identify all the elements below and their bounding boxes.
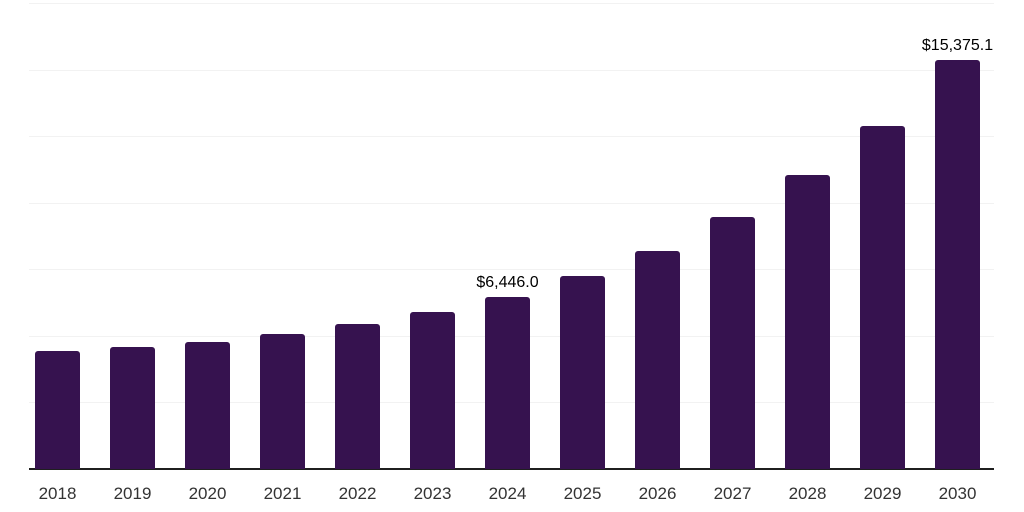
x-tick-label-2029: 2029	[863, 484, 902, 503]
plot-area: $6,446.0 $15,375.1	[29, 3, 994, 470]
x-tick-label-2026: 2026	[638, 484, 677, 503]
x-tick-label-2021: 2021	[263, 484, 302, 503]
x-axis-line	[29, 468, 994, 470]
x-tick-label-2024: 2024	[488, 484, 527, 503]
gridline	[29, 202, 994, 204]
bar-2018	[35, 351, 80, 469]
bar-2026	[635, 251, 680, 469]
bar-2027	[710, 217, 755, 469]
bar-2021	[260, 334, 305, 469]
bar-2022	[335, 324, 380, 469]
bar-2024	[485, 297, 530, 469]
x-tick-label-2030: 2030	[938, 484, 977, 503]
bar-2023	[410, 312, 455, 469]
data-label-2024: $6,446.0	[476, 274, 539, 292]
bar-2030	[935, 59, 980, 469]
bar-2029	[860, 125, 905, 469]
x-tick-label-2027: 2027	[713, 484, 752, 503]
x-tick-label-2023: 2023	[413, 484, 452, 503]
bar-2019	[110, 347, 155, 469]
x-tick-label-2025: 2025	[563, 484, 602, 503]
x-tick-label-2019: 2019	[113, 484, 152, 503]
bar-2020	[185, 342, 230, 469]
gridline	[29, 69, 994, 71]
bar-2028	[785, 175, 830, 469]
x-tick-label-2028: 2028	[788, 484, 827, 503]
x-tick-label-2022: 2022	[338, 484, 377, 503]
x-tick-label-2020: 2020	[188, 484, 227, 503]
gridline	[29, 3, 994, 4]
x-tick-label-2018: 2018	[38, 484, 77, 503]
gridline	[29, 269, 994, 271]
x-axis: 2018 2019 2020 2021 2022 2023 2024 2025 2026 2027…	[29, 469, 994, 509]
data-label-2030: $15,375.1	[921, 36, 994, 54]
gridline	[29, 136, 994, 138]
bar-2025	[560, 276, 605, 469]
